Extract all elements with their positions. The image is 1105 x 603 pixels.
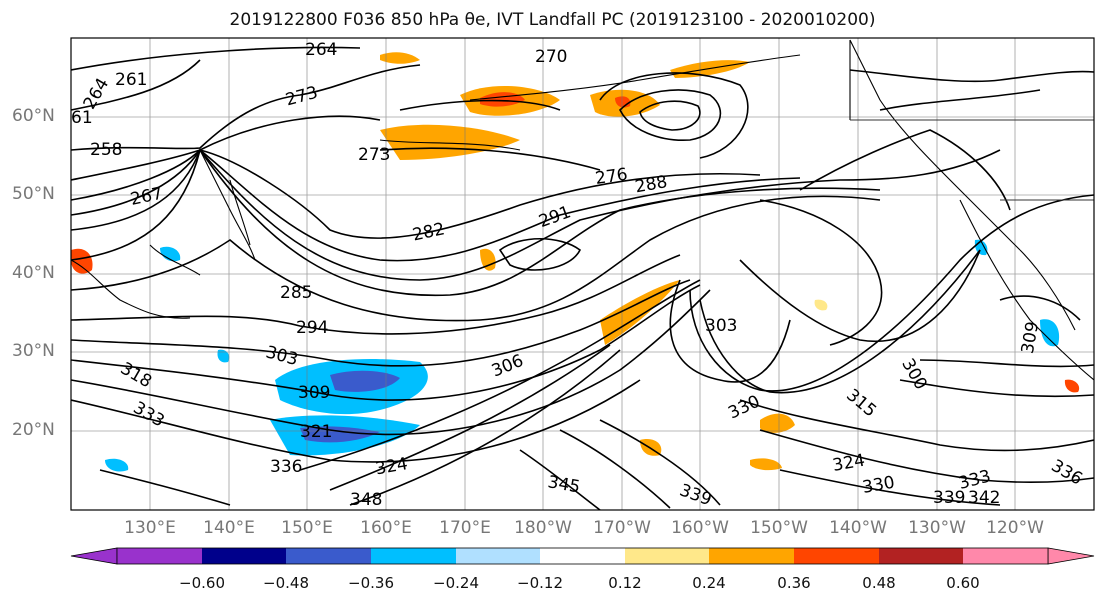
lat-label: 50°N [12,184,55,204]
contour-label: 258 [90,140,122,160]
lat-label: 60°N [12,106,55,126]
colorbar-frame [116,547,1049,565]
graticule [71,38,1094,510]
colorbar-bin [794,548,879,564]
lon-label: 130°E [124,518,176,538]
colorbar-bin [371,548,456,564]
contour-label: 276 [594,165,629,189]
colorbar-bin [709,548,794,564]
contour-label: 339 [933,488,965,508]
lat-label: 20°N [12,420,55,440]
contour-label: 336 [270,457,302,477]
lat-label: 30°N [12,341,55,361]
lon-label: 180°W [514,518,572,538]
map-plot-area: 264 261 264 273 270 61 258 273 267 276 2… [71,38,1094,510]
contour-label: 273 [358,145,390,165]
lon-label: 170°W [593,518,651,538]
colorbar-tick-label: −0.24 [433,574,479,592]
lon-label: 120°W [986,518,1044,538]
colorbar-tick-label: 0.60 [946,574,980,592]
colorbar-bin [540,548,625,564]
coastlines [71,39,1094,381]
colorbar [70,547,1095,565]
contour-label: 264 [305,40,337,60]
contour-label: 270 [535,47,567,67]
lat-label: 40°N [12,263,55,283]
colorbar-tick-label: 0.24 [692,574,726,592]
contour-label: 303 [705,316,737,336]
colorbar-bin [117,548,202,564]
contour-label: 342 [968,488,1000,508]
colorbar-tick-label: 0.48 [862,574,896,592]
map-title: 2019122800 F036 850 hPa θe, IVT Landfall… [229,10,876,30]
colorbar-bin [286,548,371,564]
lon-label: 150°E [281,518,333,538]
lon-label: 140°W [829,518,887,538]
contour-label: 294 [296,318,328,338]
lon-label: 160°W [671,518,729,538]
contour-label: 348 [350,490,382,510]
contour-label: 321 [300,422,332,442]
lon-label: 160°E [360,518,412,538]
colorbar-tick-label: −0.12 [517,574,563,592]
contour-label: 261 [115,70,147,90]
colorbar-tick-label: −0.60 [179,574,225,592]
lon-label: 150°W [750,518,808,538]
lon-label: 140°E [203,518,255,538]
colorbar-bin [202,548,286,564]
colorbar-tick-label: 0.12 [608,574,642,592]
map-frame [70,37,1095,511]
theta-e-contours [71,46,1094,510]
colorbar-bin [625,548,709,564]
lon-label: 170°E [439,518,491,538]
lon-label: 130°W [908,518,966,538]
colorbar-bin [456,548,540,564]
colorbar-extend-low [70,547,118,565]
contour-label: 309 [298,383,330,403]
contour-label: 285 [280,283,312,303]
colorbar-tick-label: 0.36 [777,574,811,592]
colorbar-bin [879,548,963,564]
colorbar-bin [963,548,1048,564]
colorbar-tick-label: −0.48 [263,574,309,592]
contour-label: 61 [71,108,93,128]
colorbar-tick-label: −0.36 [348,574,394,592]
colorbar-extend-high [1047,547,1095,565]
